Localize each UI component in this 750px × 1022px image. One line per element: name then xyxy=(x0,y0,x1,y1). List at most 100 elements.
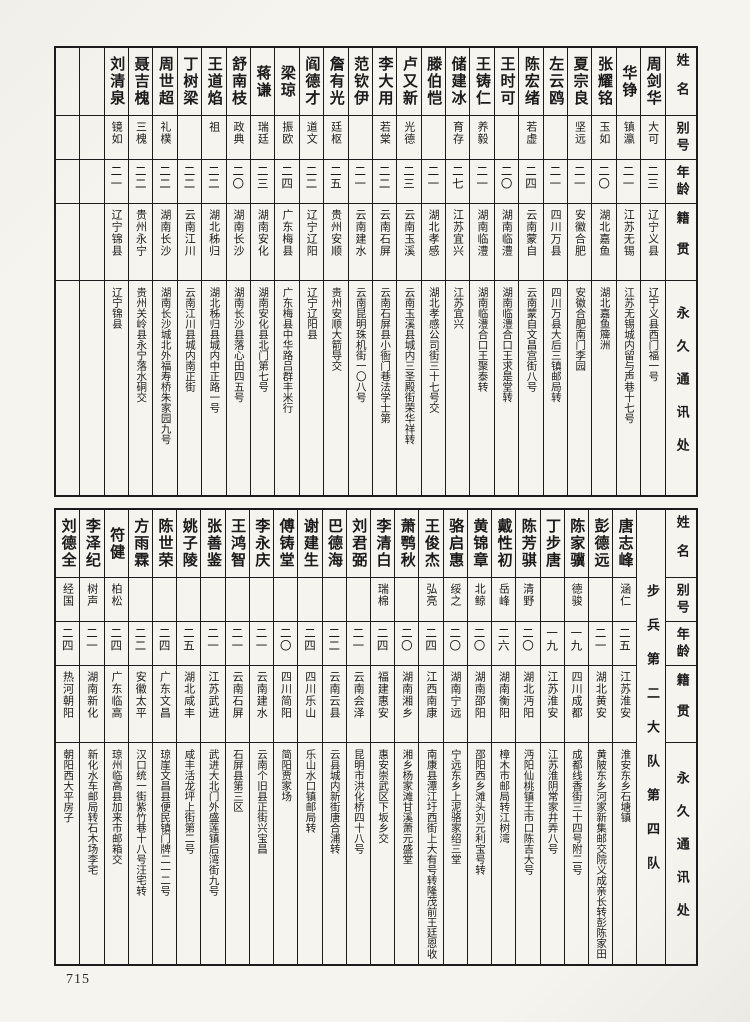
entry-age-cell: 二一 xyxy=(348,160,372,204)
entry-age-cell: 二一 xyxy=(346,622,370,666)
entry-alias-cell: 绥之 xyxy=(443,578,467,622)
entry-column: 丁树梁 二二 云南江川 云南江川县城内南正街 xyxy=(176,48,202,495)
entry-name-cell: 王道焰 xyxy=(202,48,226,116)
entry-name-cell: 巴德海 xyxy=(322,510,346,578)
entry-name-cell: 储建冰 xyxy=(446,48,470,116)
entry-alias-cell xyxy=(543,116,568,160)
entry-native-cell: 福建惠安 xyxy=(371,666,395,743)
entry-age-cell: 一九 xyxy=(540,622,564,666)
entry-age-cell: 二三 xyxy=(250,160,275,204)
entry-alias-cell: 树声 xyxy=(80,578,104,622)
entry-name-cell: 范钦伊 xyxy=(348,48,372,116)
entry-name-cell: 陈家骥 xyxy=(564,510,588,578)
entry-age-cell: 二〇 xyxy=(494,160,519,204)
entry-alias-cell xyxy=(588,578,613,622)
entry-name-cell xyxy=(80,48,104,116)
entry-alias-cell: 振欧 xyxy=(275,116,299,160)
entry-age-cell: 二四 xyxy=(519,160,543,204)
entry-column: 詹有光 廷枢 二五 贵州安顺 贵州安顺大箭导交 xyxy=(323,48,348,495)
entry-name-cell: 周世超 xyxy=(153,48,177,116)
entry-address-cell: 湖南长沙城北外福寿桥朱家园九号 xyxy=(159,287,172,445)
entry-native-cell: 江苏无锡 xyxy=(616,204,641,281)
entry-alias-cell xyxy=(322,578,346,622)
entry-name-cell: 李泽纪 xyxy=(80,510,104,578)
entry-name-cell: 姚子陵 xyxy=(177,510,201,578)
entry-age-cell: 二四 xyxy=(275,160,299,204)
entry-name-cell: 黄锦章 xyxy=(467,510,492,578)
entry-name-cell: 丁树梁 xyxy=(177,48,202,116)
entry-address-cell: 咸丰活龙坪上街第二号 xyxy=(183,749,196,854)
entry-name-cell: 刘君弼 xyxy=(346,510,370,578)
entry-column: 符健 柏松 二四 广东临高 琼州临高县加来市邮箱交 xyxy=(103,510,128,964)
entry-native-cell: 广东梅县 xyxy=(275,204,299,281)
entry-address-cell: 樟木市邮局转江树湾 xyxy=(498,749,511,844)
entry-age-cell: 二五 xyxy=(613,622,637,666)
entry-column: 卢又新 光德 二三 云南玉溪 云南玉溪县城内三圣殿街荣华祥转 xyxy=(396,48,421,495)
entry-address-cell: 湖南临澧合口王求是堂转 xyxy=(501,287,514,403)
entry-age-cell: 二六 xyxy=(492,622,516,666)
entry-alias-cell xyxy=(177,116,202,160)
entry-native-cell: 湖南衡阳 xyxy=(492,666,516,743)
entry-native-cell: 广东临高 xyxy=(104,666,128,743)
entry-column: 左云鸥 二一 四川万县 四川万县大后三镇邮局转 xyxy=(542,48,568,495)
entry-column: 傅铸堂 二〇 四川简阳 简阳贾家场 xyxy=(273,510,298,964)
entry-native-cell: 云南建水 xyxy=(348,204,372,281)
entry-native-cell: 湖南临澧 xyxy=(494,204,519,281)
entry-age-cell: 二二 xyxy=(177,160,202,204)
entry-address-cell: 云县城内新街唐合浦转 xyxy=(328,749,341,854)
entry-alias-cell: 三槐 xyxy=(129,116,153,160)
entry-column: 黄锦章 北鲸 二〇 湖南邵阳 邵阳西乡滩头刘元利宝号转 xyxy=(466,510,492,964)
entry-alias-cell: 瑞廷 xyxy=(250,116,275,160)
roster-table-bottom: 姓名 别号 年龄 籍贯 永久通讯处 步兵第二大队第四队 唐志峰 涵仁 二五 江苏淮安淮… xyxy=(54,508,698,966)
entry-native-cell: 湖南长沙 xyxy=(153,204,177,281)
header-age: 年龄 xyxy=(665,622,696,666)
entry-address-cell: 沔阳仙桃镇王市口陈吉大号 xyxy=(522,749,535,875)
entry-name-cell: 左云鸥 xyxy=(543,48,568,116)
entry-native-cell: 云南江川 xyxy=(177,204,202,281)
entry-address-cell: 湖北秭归县城内中正路一号 xyxy=(208,287,221,413)
entry-column: 储建冰 育存 二七 江苏宜兴 江苏宜兴 xyxy=(445,48,470,495)
entry-alias-cell: 岳峰 xyxy=(492,578,516,622)
entry-native-cell: 云南石屏 xyxy=(225,666,249,743)
entry-native-cell: 湖南长沙 xyxy=(226,204,250,281)
entry-age-cell: 二四 xyxy=(153,622,177,666)
entry-alias-cell xyxy=(540,578,564,622)
entry-address-cell: 成都线香街三十四号附二号 xyxy=(570,749,583,875)
entry-native-cell: 湖北孝感 xyxy=(421,204,446,281)
entry-age-cell: 二一 xyxy=(249,622,274,666)
entry-age-cell: 二五 xyxy=(177,622,201,666)
entry-native-cell xyxy=(55,204,80,281)
entry-name-cell: 彭德远 xyxy=(588,510,613,578)
entry-address-cell: 琼崖文昌县便民镇门牌二一二号 xyxy=(159,749,172,896)
entry-column: 王铸仁 养毅 二一 湖南临澧 湖南临澧合口王聚泰转 xyxy=(469,48,494,495)
entry-address-cell: 云南玉溪县城内三圣殿街荣华祥转 xyxy=(403,287,416,445)
entry-native-cell: 云南玉溪 xyxy=(397,204,421,281)
entry-native-cell: 湖南湘乡 xyxy=(395,666,419,743)
entry-address-cell: 石屏县第三区 xyxy=(231,749,244,812)
entry-alias-cell xyxy=(348,116,372,160)
entry-native-cell: 云南云县 xyxy=(322,666,346,743)
entry-name-cell: 丁步唐 xyxy=(540,510,564,578)
entry-address-cell: 朝阳西大平房子 xyxy=(62,749,75,823)
entry-age-cell xyxy=(80,160,104,204)
entry-name-cell: 李永庆 xyxy=(249,510,274,578)
entry-column: 李大用 若棠 二二 云南石屏 云南石屏县小衙门巷法学士第 xyxy=(371,48,397,495)
entry-age-cell: 二四 xyxy=(298,622,322,666)
unit-label: 步兵第二大队第四队 xyxy=(643,584,659,890)
entry-column: 丁步唐 一九 江苏淮安 江苏淮阴常家井弄八号 xyxy=(539,510,564,964)
entry-age-cell: 二四 xyxy=(419,622,443,666)
entry-address-cell: 南康县潭江圩西街上大有号转隆茂前王廷恩收 xyxy=(425,749,438,959)
entry-column xyxy=(55,48,80,495)
entry-native-cell: 四川万县 xyxy=(543,204,568,281)
entry-age-cell: 二一 xyxy=(543,160,568,204)
entry-native-cell: 辽宁锦县 xyxy=(104,204,128,281)
entry-column: 夏宗良 坚远 二一 安徽合肥 安徽合肥南门李园 xyxy=(567,48,592,495)
entry-address-cell: 辽宁锦县 xyxy=(110,287,123,329)
entry-native-cell: 湖南临澧 xyxy=(470,204,494,281)
entry-age-cell: 二二 xyxy=(202,160,226,204)
entry-native-cell: 贵州永宁 xyxy=(129,204,153,281)
entry-age-cell: 二二 xyxy=(153,160,177,204)
entry-name-cell: 张善鉴 xyxy=(201,510,225,578)
entry-column: 戴性初 岳峰 二六 湖南衡阳 樟木市邮局转江树湾 xyxy=(491,510,516,964)
entry-address-cell: 云南蒙自文昌宫街八号 xyxy=(525,287,538,392)
